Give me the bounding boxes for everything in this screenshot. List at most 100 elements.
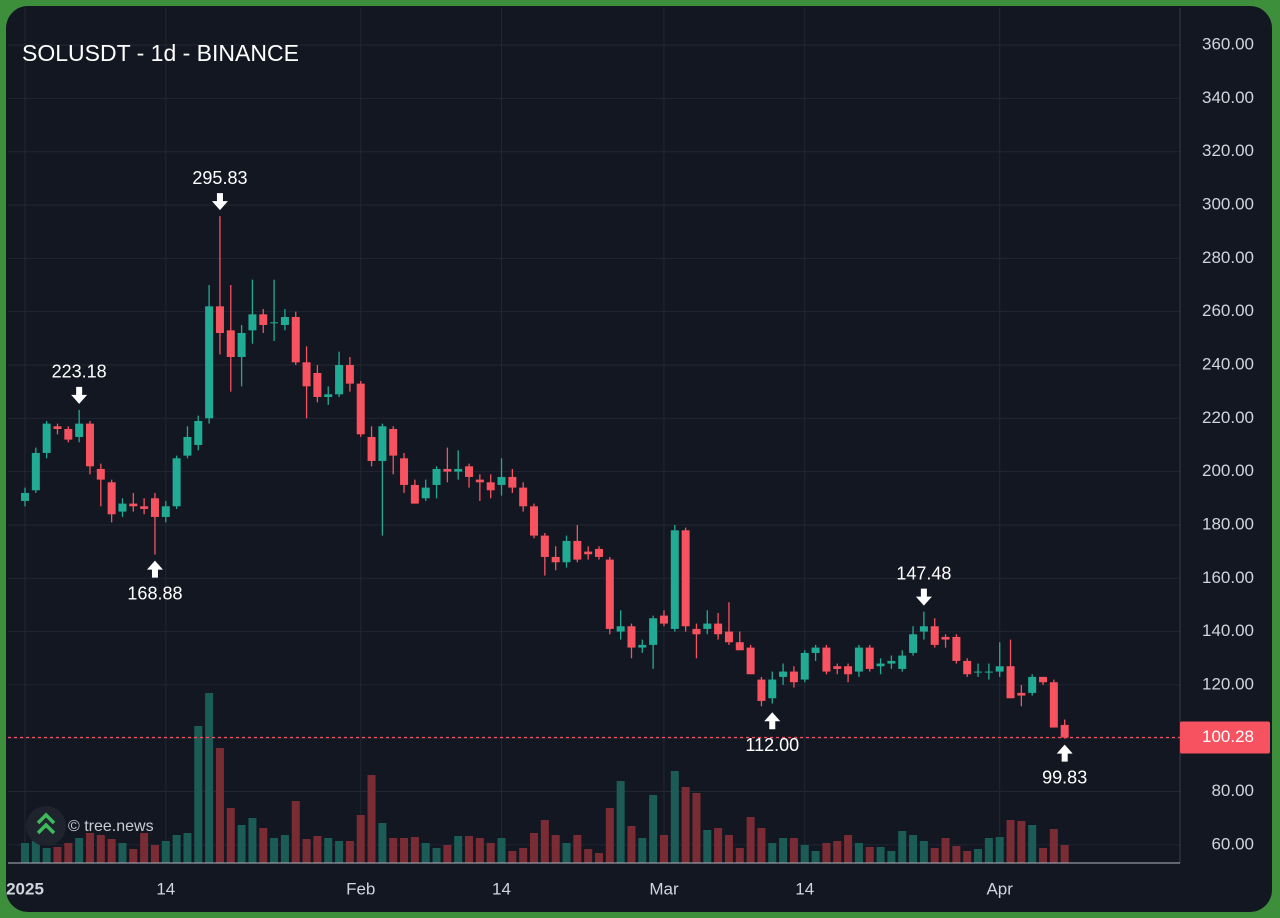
candle-body bbox=[400, 458, 409, 485]
y-tick-label: 140.00 bbox=[1202, 621, 1254, 640]
volume-bar bbox=[724, 835, 733, 863]
volume-bar bbox=[237, 825, 246, 863]
volume-bar bbox=[573, 835, 582, 863]
candle-body bbox=[454, 468, 463, 472]
annotation-arrow bbox=[211, 193, 228, 211]
watermark: © tree.news bbox=[68, 818, 154, 835]
candle-body bbox=[692, 628, 701, 635]
candle-body bbox=[389, 428, 398, 456]
volume-bar bbox=[335, 841, 344, 863]
x-tick-label: Apr bbox=[986, 879, 1013, 898]
volume-bar bbox=[194, 726, 203, 863]
candle-body bbox=[584, 551, 593, 555]
volume-bar bbox=[465, 836, 474, 863]
candle-body bbox=[670, 530, 679, 629]
volume-bar bbox=[768, 843, 777, 863]
y-tick-label: 180.00 bbox=[1202, 514, 1254, 533]
volume-bar bbox=[865, 847, 874, 863]
volume-bar bbox=[779, 838, 788, 863]
volume-bar bbox=[584, 849, 593, 863]
candle-body bbox=[1006, 666, 1015, 699]
candle-body bbox=[324, 394, 333, 397]
y-tick-label: 280.00 bbox=[1202, 248, 1254, 267]
volume-bar bbox=[540, 820, 549, 863]
volume-bar bbox=[887, 851, 896, 863]
candle-body bbox=[497, 476, 506, 485]
candle-body bbox=[995, 666, 1004, 672]
volume-bar bbox=[183, 833, 192, 863]
candle-body bbox=[335, 364, 344, 395]
candle-body bbox=[443, 468, 452, 472]
volume-bar bbox=[64, 843, 73, 863]
y-tick-label: 340.00 bbox=[1202, 88, 1254, 107]
volume-bar bbox=[530, 833, 539, 863]
chart-title: SOLUSDT - 1d - BINANCE bbox=[22, 40, 299, 66]
candle-body bbox=[746, 647, 755, 675]
candle-body bbox=[118, 503, 127, 512]
candle-body bbox=[356, 383, 365, 435]
candle-body bbox=[302, 362, 311, 387]
chart-background bbox=[6, 6, 1272, 912]
volume-bar bbox=[941, 838, 950, 863]
candle-body bbox=[779, 671, 788, 677]
y-tick-label: 200.00 bbox=[1202, 461, 1254, 480]
volume-bar bbox=[508, 851, 517, 863]
y-tick-label: 240.00 bbox=[1202, 354, 1254, 373]
volume-bar bbox=[129, 849, 138, 863]
volume-bar bbox=[605, 808, 614, 863]
candle-body bbox=[659, 615, 668, 624]
candle-body bbox=[237, 332, 246, 357]
volume-bar bbox=[118, 843, 127, 863]
candle-body bbox=[129, 503, 138, 507]
volume-bar bbox=[735, 848, 744, 863]
candle-body bbox=[486, 482, 495, 491]
candle-body bbox=[75, 423, 84, 437]
volume-bar bbox=[519, 848, 528, 863]
volume-bar bbox=[974, 849, 983, 863]
candle-body bbox=[172, 458, 181, 507]
x-tick-label: 2025 bbox=[6, 879, 44, 898]
volume-bar bbox=[909, 835, 918, 863]
volume-bar bbox=[714, 828, 723, 863]
volume-bar bbox=[1039, 848, 1048, 863]
volume-bar bbox=[367, 775, 376, 863]
x-tick-label: Feb bbox=[346, 879, 375, 898]
candle-body bbox=[735, 642, 744, 651]
candle-body bbox=[540, 535, 549, 557]
candle-body bbox=[811, 647, 820, 653]
volume-bar bbox=[389, 838, 398, 863]
candle-body bbox=[140, 506, 149, 509]
candle-body bbox=[21, 492, 29, 501]
x-tick-label: 14 bbox=[492, 879, 511, 898]
annotation-arrow bbox=[1056, 744, 1073, 762]
candle-body bbox=[638, 644, 647, 648]
volume-bar bbox=[378, 823, 387, 863]
volume-bar bbox=[302, 839, 311, 863]
volume-bar bbox=[205, 693, 214, 863]
candle-body bbox=[205, 306, 214, 419]
candle-body bbox=[42, 423, 51, 453]
volume-bar bbox=[432, 848, 441, 863]
candle-body bbox=[53, 426, 62, 429]
volume-bar bbox=[280, 835, 289, 863]
volume-bar bbox=[627, 826, 636, 863]
volume-bar bbox=[1060, 845, 1069, 863]
volume-bar bbox=[140, 833, 149, 863]
annotation-arrow bbox=[146, 560, 163, 578]
volume-bar bbox=[31, 841, 40, 863]
candle-body bbox=[378, 426, 387, 461]
candle-body bbox=[194, 420, 203, 445]
candle-body bbox=[984, 671, 993, 673]
candle-body bbox=[605, 559, 614, 629]
candle-body bbox=[616, 626, 625, 632]
volume-bar bbox=[410, 837, 419, 863]
volume-bar bbox=[454, 836, 463, 863]
volume-bar bbox=[551, 835, 560, 863]
candle-body bbox=[649, 618, 658, 645]
volume-bar bbox=[822, 843, 831, 863]
x-tick-label: 14 bbox=[156, 879, 175, 898]
annotation-label: 168.88 bbox=[127, 583, 182, 603]
candle-body bbox=[465, 466, 474, 477]
